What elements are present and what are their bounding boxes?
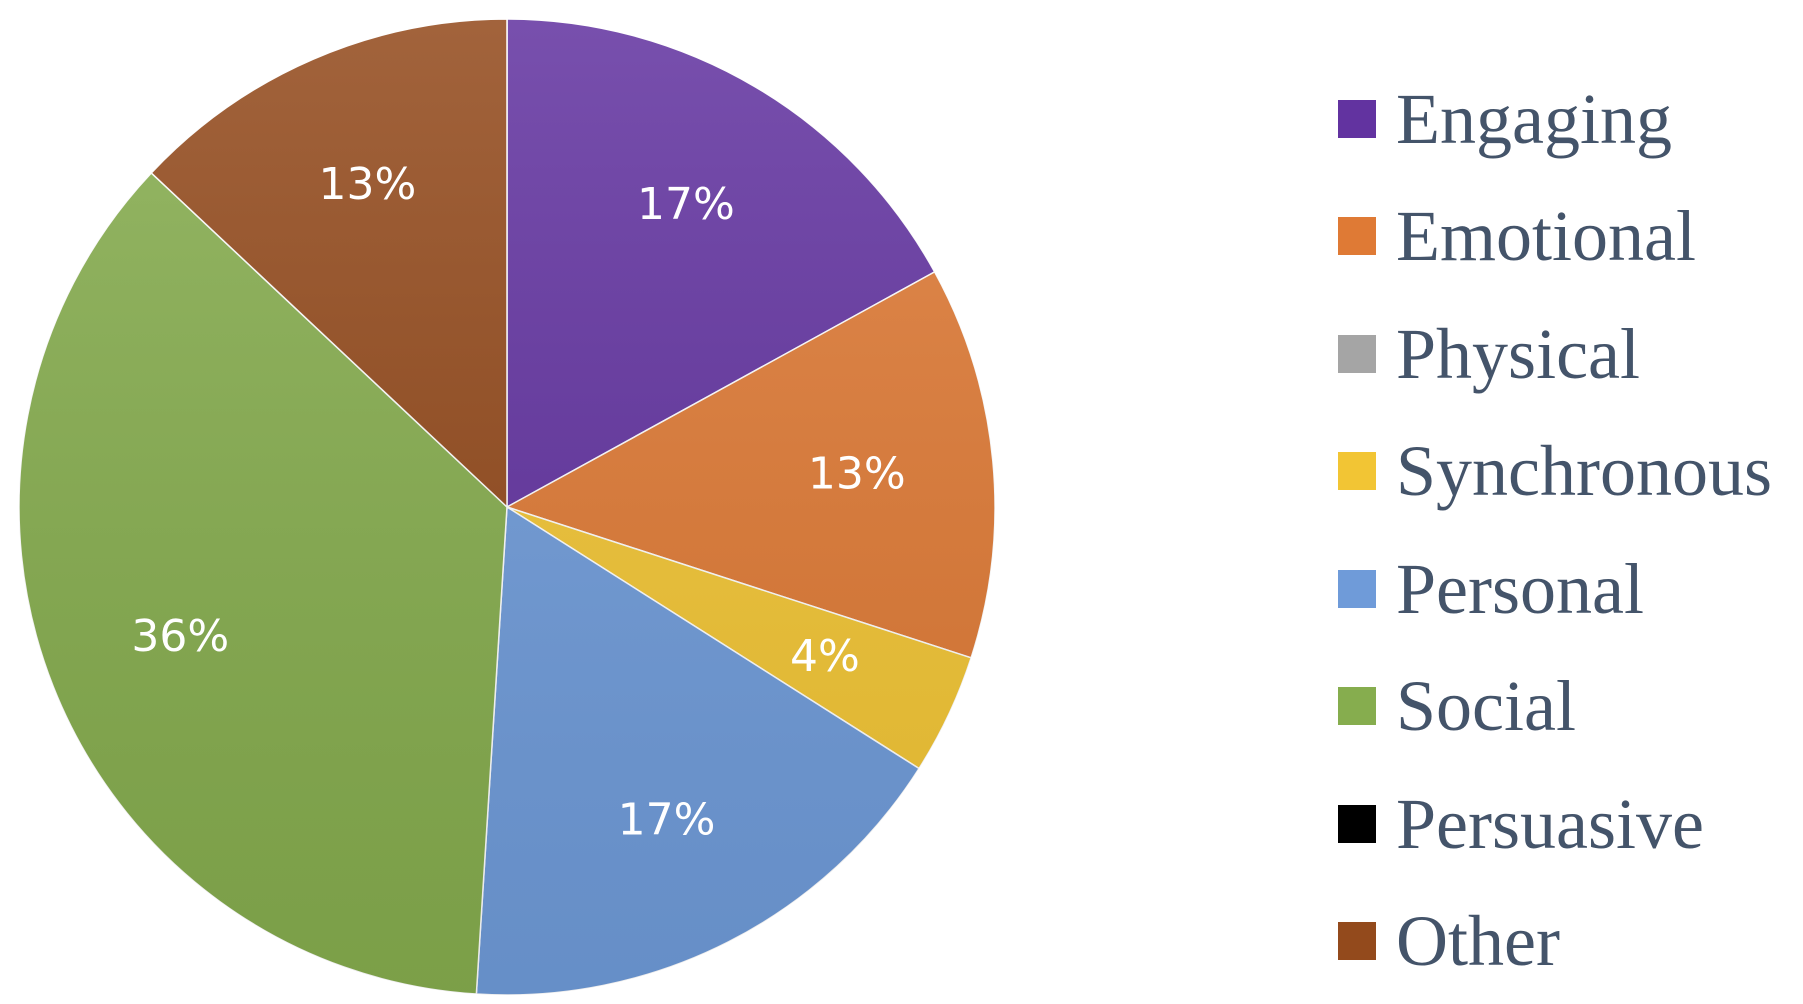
legend-item-personal: Personal xyxy=(1338,530,1772,648)
legend: Engaging Emotional Physical Synchronous Pers… xyxy=(1338,60,1772,1000)
legend-label-other: Other xyxy=(1396,901,1560,982)
legend-swatch-persuasive xyxy=(1338,804,1376,843)
legend-swatch-personal xyxy=(1338,569,1376,608)
data-label-other: 13% xyxy=(319,159,417,210)
legend-label-personal: Personal xyxy=(1396,548,1644,629)
legend-item-persuasive: Persuasive xyxy=(1338,765,1772,883)
data-label-personal: 17% xyxy=(618,795,716,846)
legend-label-engaging: Engaging xyxy=(1396,78,1672,159)
legend-swatch-engaging xyxy=(1338,99,1376,138)
data-label-emotional: 13% xyxy=(808,448,906,499)
legend-swatch-synchronous xyxy=(1338,452,1376,491)
legend-swatch-physical xyxy=(1338,334,1376,373)
legend-item-other: Other xyxy=(1338,883,1772,1001)
legend-item-synchronous: Synchronous xyxy=(1338,413,1772,531)
legend-label-social: Social xyxy=(1396,666,1576,747)
legend-label-synchronous: Synchronous xyxy=(1396,431,1772,512)
legend-swatch-emotional xyxy=(1338,217,1376,256)
data-label-social: 36% xyxy=(131,611,229,662)
legend-swatch-social xyxy=(1338,687,1376,726)
data-label-engaging: 17% xyxy=(637,179,735,230)
legend-item-engaging: Engaging xyxy=(1338,60,1772,178)
legend-item-social: Social xyxy=(1338,648,1772,766)
pie-shading xyxy=(19,19,995,995)
data-label-synchronous: 4% xyxy=(790,631,860,682)
legend-swatch-other xyxy=(1338,922,1376,961)
pie-data-labels: 17% 13% 4% 17% 36% 13% xyxy=(131,159,905,846)
legend-label-physical: Physical xyxy=(1396,313,1640,394)
legend-label-emotional: Emotional xyxy=(1396,196,1696,277)
legend-label-persuasive: Persuasive xyxy=(1396,783,1704,864)
legend-item-physical: Physical xyxy=(1338,295,1772,413)
legend-item-emotional: Emotional xyxy=(1338,178,1772,296)
